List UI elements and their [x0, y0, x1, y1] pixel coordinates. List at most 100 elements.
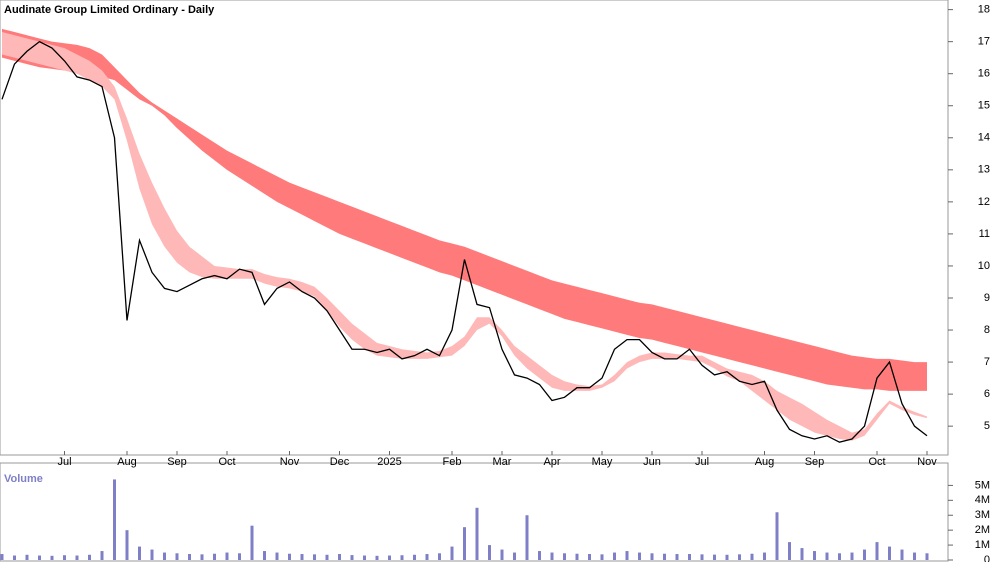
x-tick-label: Aug [117, 456, 137, 468]
volume-bar [713, 554, 716, 560]
volume-bar [425, 554, 429, 560]
volume-bar [163, 552, 166, 560]
volume-bar [475, 507, 479, 560]
volume-bar [850, 552, 854, 560]
volume-bar [225, 552, 229, 560]
volume-title: Volume [4, 473, 43, 485]
volume-bar [813, 551, 816, 560]
volume-bar [775, 512, 779, 560]
volume-bar [300, 554, 304, 560]
volume-bar [588, 554, 591, 560]
volume-bar [263, 551, 266, 560]
volume-bar [138, 546, 141, 560]
volume-bar [575, 553, 579, 560]
volume-bar [688, 554, 691, 560]
y-tick-label: 5 [984, 420, 990, 432]
x-tick-label: Jun [643, 456, 661, 468]
y-tick-label: 13 [978, 164, 990, 176]
volume-bar [375, 555, 379, 560]
volume-bar [888, 546, 891, 560]
x-tick-label: Apr [543, 456, 560, 468]
volume-bar [650, 553, 654, 560]
volume-bar [738, 554, 741, 560]
volume-bar [350, 555, 354, 560]
volume-bar [175, 553, 179, 560]
chart-title: Audinate Group Limited Ordinary - Daily [4, 4, 215, 16]
volume-bar [538, 551, 541, 560]
volume-bar [838, 553, 841, 560]
volume-bar [750, 553, 754, 560]
y-tick-label: 0 [984, 554, 990, 562]
volume-panel [0, 462, 949, 562]
volume-bar [913, 552, 916, 560]
x-tick-label: Aug [755, 456, 775, 468]
y-tick-label: 10 [978, 260, 990, 272]
y-tick-label: 15 [978, 100, 990, 112]
volume-bar [788, 542, 791, 560]
volume-bar [250, 525, 254, 560]
x-tick-label: May [592, 456, 613, 468]
volume-bar [363, 555, 366, 560]
y-tick-label: 1M [975, 539, 990, 551]
volume-bar [625, 551, 629, 560]
volume-bar [313, 554, 316, 560]
volume-bar [88, 554, 91, 560]
y-tick-label: 5M [975, 479, 990, 491]
y-tick-label: 7 [984, 356, 990, 368]
y-tick-label: 2M [975, 524, 990, 536]
volume-bar [113, 479, 116, 560]
volume-bar [50, 555, 54, 560]
volume-bar [513, 552, 516, 560]
volume-bar [288, 553, 291, 560]
volume-bar [150, 549, 154, 560]
volume-bar [13, 555, 16, 560]
volume-bar [450, 546, 454, 560]
x-tick-label: Sep [805, 456, 825, 468]
volume-bar [600, 554, 604, 560]
x-tick-label: Sep [167, 456, 187, 468]
volume-bar [388, 555, 391, 560]
volume-bar [463, 527, 466, 560]
volume-bar [800, 548, 804, 560]
volume-bar [700, 554, 704, 560]
volume-bar [925, 553, 929, 560]
bands [2, 28, 927, 441]
volume-bar [413, 554, 416, 560]
volume-bar [525, 515, 529, 560]
volume-bar [100, 551, 104, 560]
volume-bar [125, 530, 129, 560]
x-tick-label: Mar [493, 456, 512, 468]
y-tick-label: 17 [978, 36, 990, 48]
x-tick-label: Nov [917, 456, 937, 468]
x-tick-label: Jul [57, 456, 71, 468]
volume-bar [563, 553, 566, 560]
x-tick-label: Jul [695, 456, 709, 468]
volume-bar [438, 553, 441, 560]
volume-bar [613, 552, 616, 560]
price-line [1, 40, 928, 443]
volume-bar [663, 553, 666, 560]
x-tick-label: Oct [868, 456, 885, 468]
x-tick-label: 2025 [377, 456, 401, 468]
x-tick-label: Feb [443, 456, 462, 468]
volume-bar [75, 555, 79, 560]
volume-bar [38, 555, 41, 560]
y-tick-label: 14 [978, 132, 990, 144]
volume-bar [238, 553, 241, 560]
y-tick-label: 3M [975, 509, 990, 521]
volume-bar [863, 549, 866, 560]
x-tick-label: Nov [280, 456, 300, 468]
volume-bar [200, 554, 204, 560]
volume-bar [500, 549, 504, 560]
y-tick-label: 12 [978, 196, 990, 208]
volume-bar [325, 554, 329, 560]
y-tick-label: 18 [978, 4, 990, 16]
y-tick-label: 4M [975, 494, 990, 506]
volume-bar [825, 552, 829, 560]
y-tick-label: 16 [978, 68, 990, 80]
volume-bar [875, 542, 879, 560]
volume-bar [763, 552, 766, 560]
volume-bar [900, 549, 904, 560]
volume-bar [25, 554, 29, 560]
